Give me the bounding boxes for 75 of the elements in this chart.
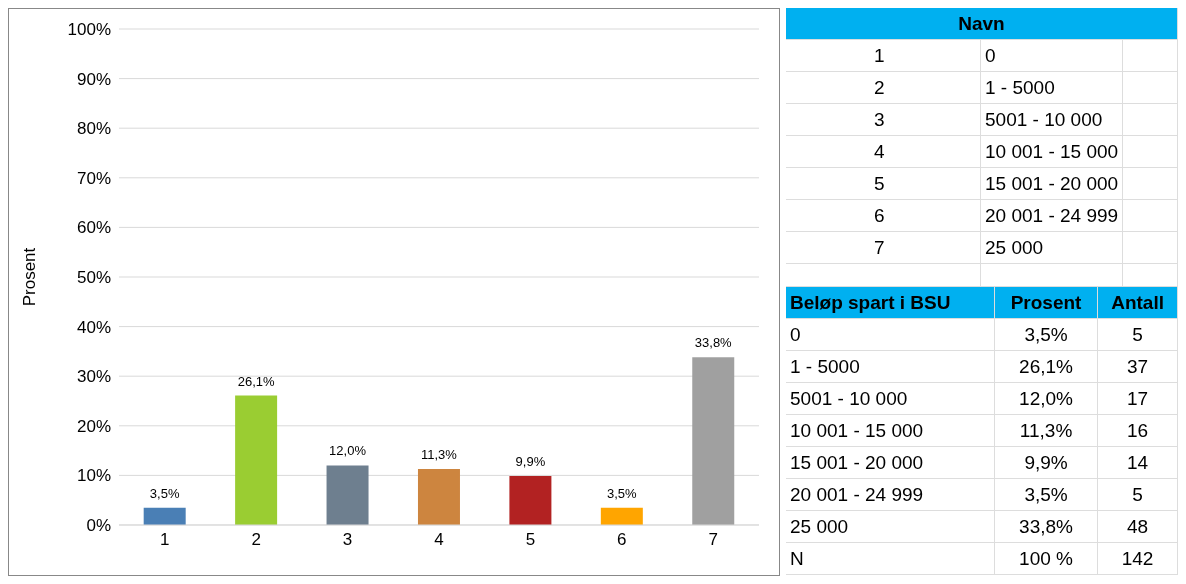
y-tick-label: 10% xyxy=(76,466,111,486)
bar xyxy=(143,507,186,525)
y-tick-label: 30% xyxy=(76,367,111,387)
text: 5 xyxy=(1097,318,1178,351)
text: 7 xyxy=(786,231,981,264)
data-label: 26,1% xyxy=(237,373,275,389)
text: 5 xyxy=(1097,478,1178,511)
text: 5001 - 10 000 xyxy=(786,382,995,415)
text: 2 xyxy=(786,71,981,104)
bar xyxy=(235,395,278,525)
text: 3,5% xyxy=(994,478,1098,511)
text: Navn xyxy=(786,8,1178,40)
x-tick-label: 5 xyxy=(525,530,536,550)
text: 33,8% xyxy=(994,510,1098,543)
text: Prosent xyxy=(994,287,1098,319)
x-tick-label: 4 xyxy=(434,530,444,550)
y-axis-title: Prosent xyxy=(20,247,40,307)
text: 1 - 5000 xyxy=(786,350,995,383)
x-tick-label: 1 xyxy=(159,530,170,550)
x-tick-label: 2 xyxy=(251,530,261,550)
text: 0 xyxy=(786,318,995,351)
text: 1 - 5000 xyxy=(980,71,1123,104)
data-label: 3,5% xyxy=(149,485,180,501)
text: 5 xyxy=(786,167,981,200)
y-tick-label: 90% xyxy=(76,69,111,89)
bar xyxy=(417,468,460,525)
y-tick-label: 50% xyxy=(76,268,111,288)
text: 37 xyxy=(1097,350,1178,383)
text: 15 001 - 20 000 xyxy=(980,167,1123,200)
data-label: 3,5% xyxy=(607,485,638,501)
text: 25 000 xyxy=(786,510,995,543)
text: 9,9% xyxy=(994,446,1098,479)
x-tick-label: 6 xyxy=(617,530,627,550)
text: N xyxy=(786,542,995,575)
text: 142 xyxy=(1097,542,1178,575)
data-label: 12,0% xyxy=(329,443,367,459)
bar xyxy=(692,357,735,525)
text: 17 xyxy=(1097,382,1178,415)
y-tick-label: 80% xyxy=(76,119,111,139)
text: 0 xyxy=(980,39,1123,72)
text: 10 001 - 15 000 xyxy=(786,414,995,447)
text: Beløp spart i BSU xyxy=(786,287,995,319)
y-tick-label: 20% xyxy=(76,416,111,436)
text: 3,5% xyxy=(994,318,1098,351)
text: Antall xyxy=(1097,287,1178,319)
text: 10 001 - 15 000 xyxy=(980,135,1123,168)
y-tick-label: 0% xyxy=(86,516,111,536)
text: 6 xyxy=(786,199,981,232)
text: 11,3% xyxy=(994,414,1098,447)
text: 20 001 - 24 999 xyxy=(786,478,995,511)
text: 4 xyxy=(786,135,981,168)
bar xyxy=(509,475,552,525)
x-tick-label: 7 xyxy=(708,530,719,550)
data-label: 33,8% xyxy=(694,335,733,351)
y-tick-label: 60% xyxy=(76,218,111,238)
text: 25 000 xyxy=(980,231,1123,264)
y-tick-label: 70% xyxy=(76,168,111,188)
data-label: 11,3% xyxy=(421,446,458,462)
bar xyxy=(326,465,369,525)
text: 20 001 - 24 999 xyxy=(980,199,1123,232)
text: 26,1% xyxy=(994,350,1098,383)
text: 12,0% xyxy=(994,382,1098,415)
y-tick-label: 100% xyxy=(67,20,111,40)
data-label: 9,9% xyxy=(515,453,546,469)
text: 1 xyxy=(786,39,981,72)
y-tick-label: 40% xyxy=(76,317,111,337)
text: 48 xyxy=(1097,510,1178,543)
text: 15 001 - 20 000 xyxy=(786,446,995,479)
text: 5001 - 10 000 xyxy=(980,103,1123,136)
text: 14 xyxy=(1097,446,1178,479)
bar xyxy=(600,507,643,525)
x-tick-label: 3 xyxy=(342,530,353,550)
text: 100 % xyxy=(994,542,1098,575)
text: 16 xyxy=(1097,414,1178,447)
text: 3 xyxy=(786,103,981,136)
